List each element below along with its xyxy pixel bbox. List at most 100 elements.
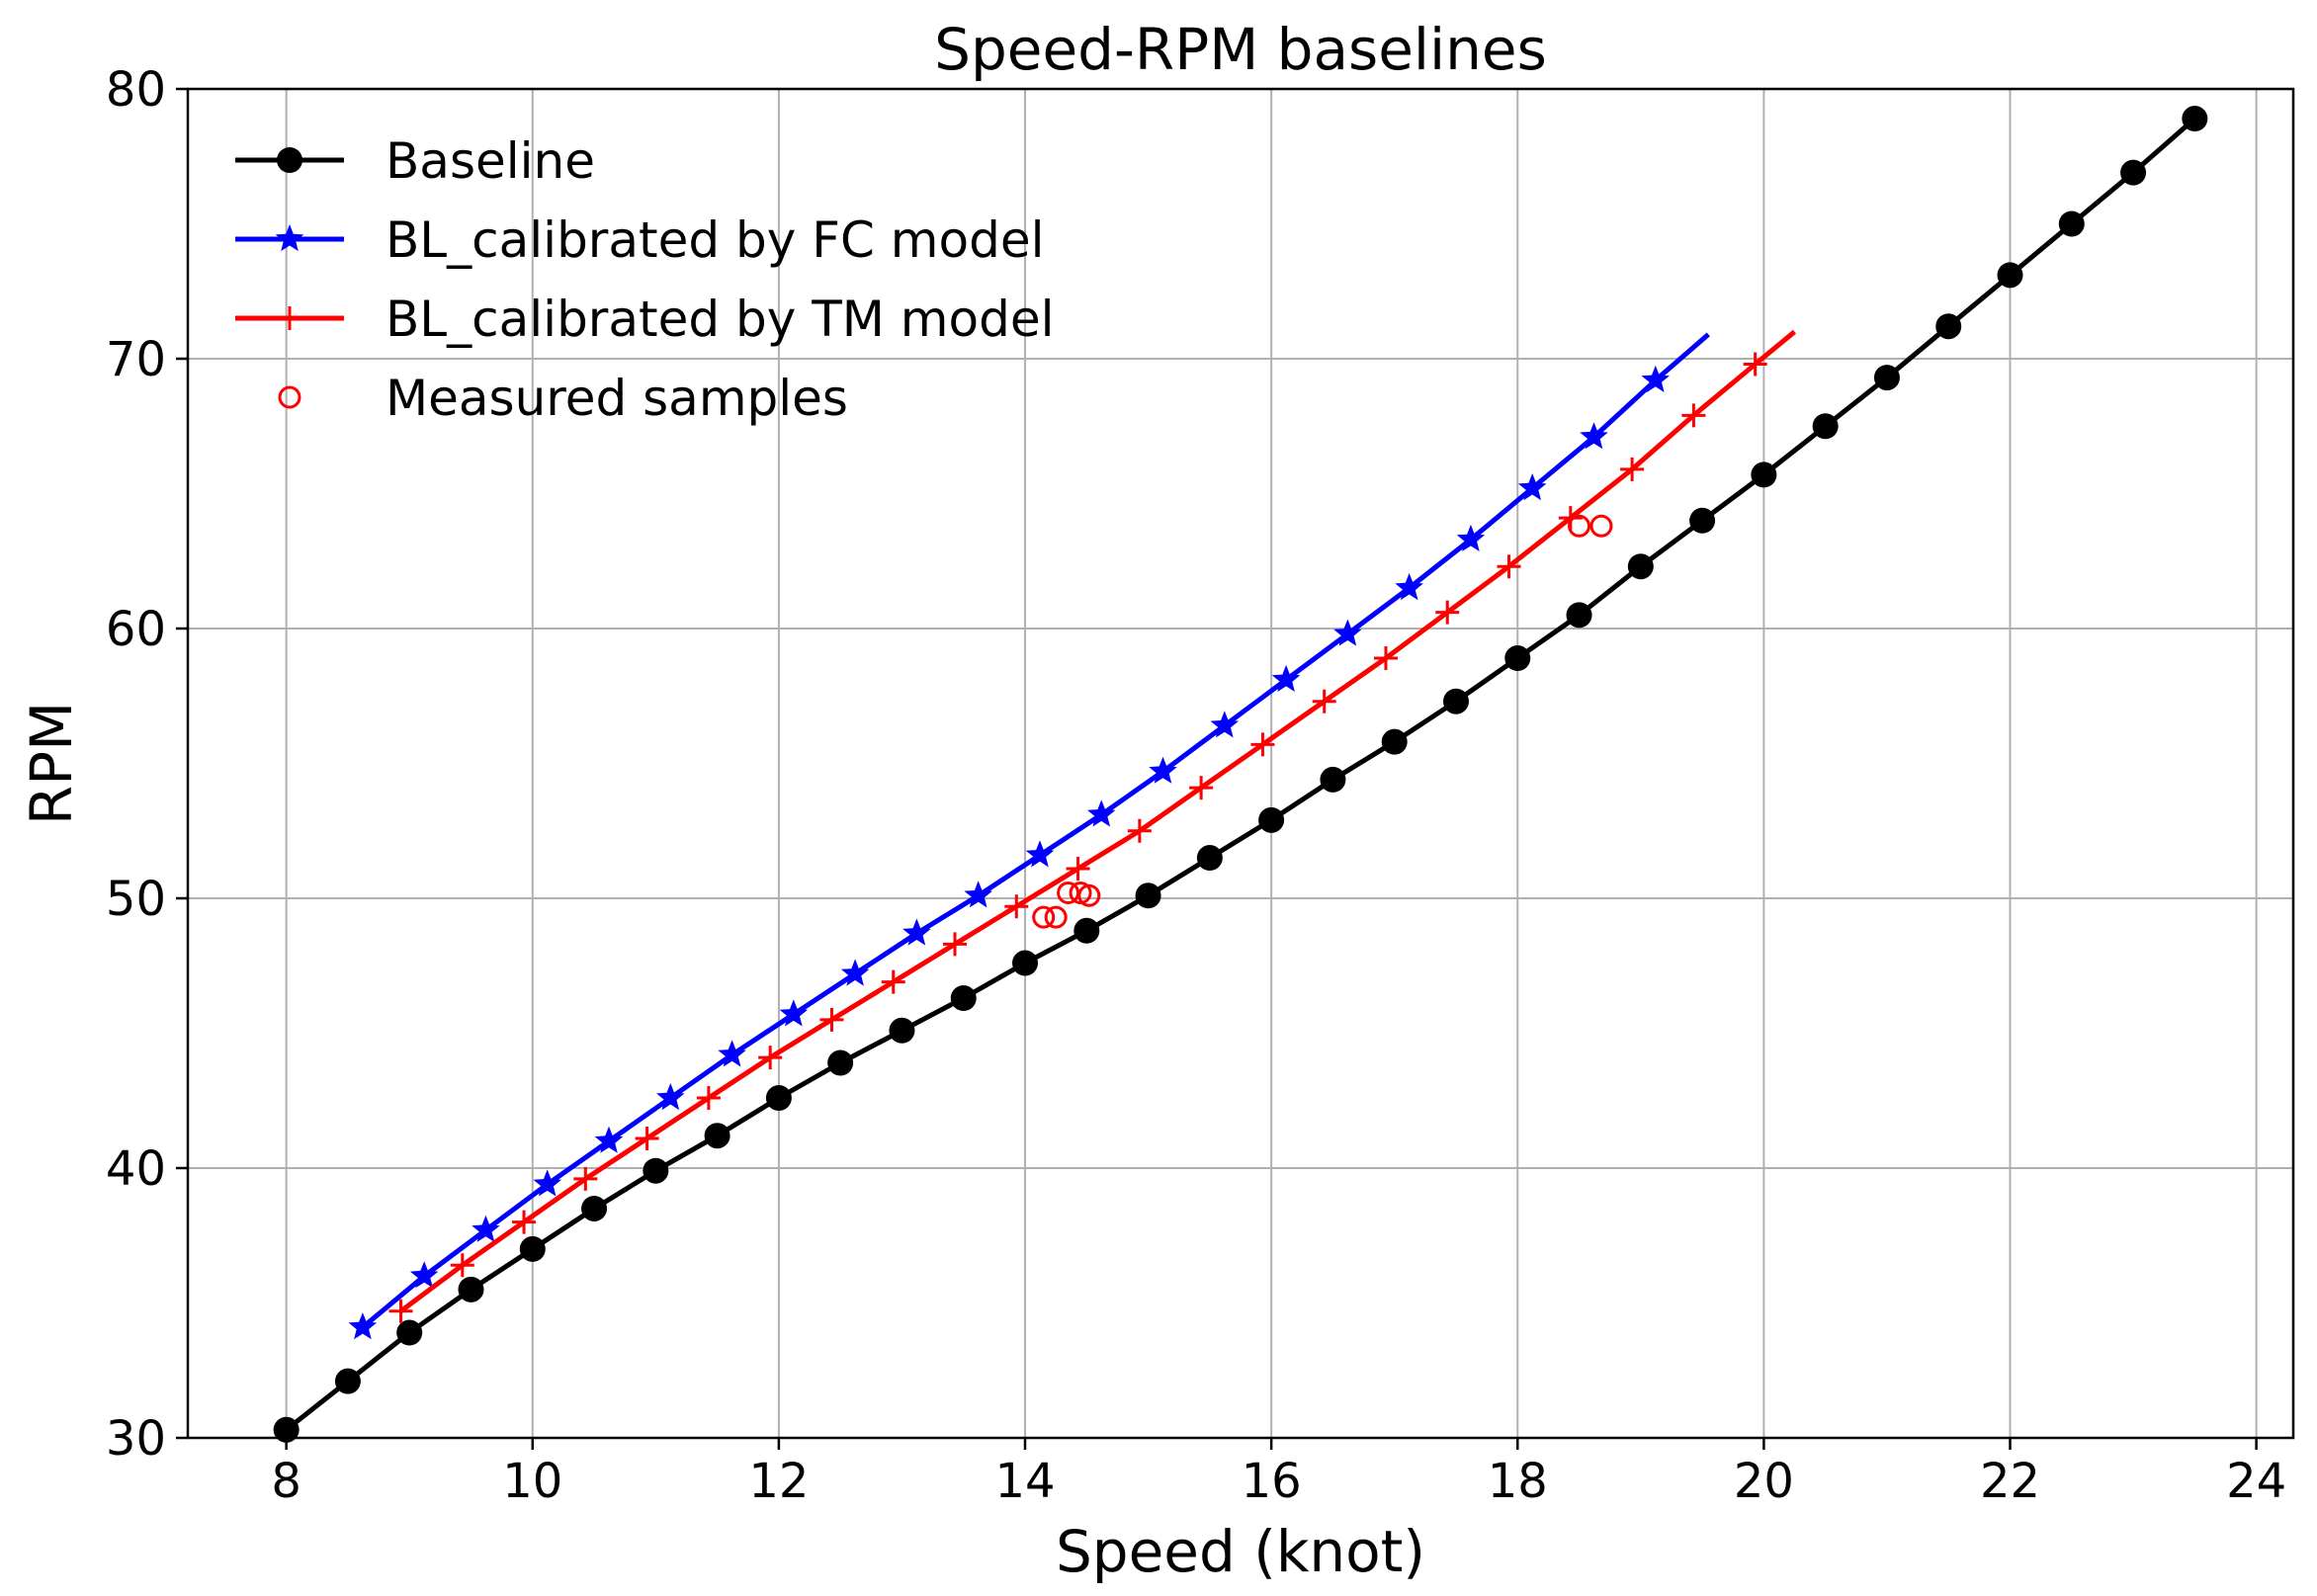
legend-entry-1: BL_calibrated by FC model [235,211,1044,269]
data-point [1057,882,1080,905]
data-point [656,1083,685,1111]
y-axis-label: RPM [18,702,85,825]
data-point [1087,799,1116,827]
y-tick-label: 60 [106,602,166,657]
data-point [1250,732,1275,757]
x-tick-label: 22 [1980,1454,2040,1509]
data-point [1997,262,2023,289]
x-tick-label: 8 [271,1454,301,1509]
x-tick-label: 14 [994,1454,1055,1509]
data-point [1333,619,1362,646]
data-point [1566,602,1592,629]
y-tick-label: 30 [106,1411,166,1467]
data-point [2120,159,2147,186]
data-point [1620,457,1645,481]
data-point [1580,422,1608,450]
data-point [1073,917,1100,944]
data-point [1271,664,1301,692]
data-point [2182,106,2208,132]
data-point [718,1040,746,1067]
data-point [1320,766,1346,793]
x-tick-label: 10 [502,1454,562,1509]
legend-marker [275,224,304,252]
x-axis-label: Speed (knot) [1056,1518,1425,1585]
data-point [964,881,992,908]
data-point [1312,689,1336,714]
data-point [840,959,870,986]
data-point [594,1126,624,1153]
data-point [1395,573,1423,601]
data-point [519,1235,546,1262]
series-layer [273,106,2208,1443]
y-tick-label: 50 [106,872,166,927]
data-point [1689,507,1716,534]
data-point [1568,514,1591,538]
legend-label: BL_calibrated by TM model [386,291,1055,348]
series-2 [388,329,1797,1323]
data-point [458,1276,484,1302]
series-line [399,329,1797,1313]
data-point [1032,905,1056,929]
y-tick-label: 70 [106,332,166,387]
legend-marker [278,385,301,409]
data-point [1627,553,1654,580]
data-point [1210,711,1240,738]
legend-entry-3: Measured samples [278,370,848,427]
y-tick-label: 80 [106,62,166,118]
data-point [1873,365,1900,391]
series-3 [1032,514,1613,929]
data-point [1149,756,1177,784]
x-tick-label: 16 [1242,1454,1302,1509]
ticks: 8 10 12 14 16 18 20 22 24 30 40 50 60 70 80 [106,62,2286,1509]
data-point [1681,403,1706,428]
data-point [889,1017,915,1044]
data-point [348,1312,378,1340]
data-point [2058,210,2085,237]
data-point [881,969,905,994]
x-tick-label: 18 [1488,1454,1548,1509]
chart-title: Speed-RPM baselines [934,16,1547,83]
legend-label: Baseline [386,132,595,190]
data-point [1373,646,1398,671]
data-point [450,1253,474,1278]
data-point [1517,473,1547,501]
series-0 [273,106,2208,1443]
data-point [1258,806,1285,833]
data-point [334,1368,361,1394]
x-tick-label: 20 [1734,1454,1794,1509]
data-point [409,1261,439,1289]
data-point [779,999,809,1027]
legend-label: BL_calibrated by FC model [386,211,1044,269]
data-point [827,1050,854,1076]
data-point [1044,905,1068,929]
data-point [943,932,968,957]
data-point [1025,840,1055,868]
data-point [1641,365,1670,392]
data-point [696,1086,721,1111]
data-point [388,1299,413,1323]
data-point [1435,600,1460,625]
data-point [396,1319,423,1346]
data-point [533,1169,561,1197]
data-point [1012,950,1039,976]
data-point [573,1166,598,1191]
data-point [643,1157,669,1184]
data-point [1743,352,1767,377]
data-point [1196,845,1223,872]
data-point [1442,688,1469,714]
legend-marker [277,147,302,173]
data-point [902,918,931,946]
data-point [581,1195,608,1221]
data-point [472,1215,500,1242]
data-point [950,985,977,1012]
data-point [512,1210,537,1234]
data-point [1004,894,1029,919]
data-point [758,1046,783,1070]
data-point [1066,856,1090,881]
data-point [635,1126,659,1150]
data-point [765,1085,792,1112]
data-point [1812,413,1839,440]
data-point [819,1007,844,1032]
data-point [1589,514,1613,538]
